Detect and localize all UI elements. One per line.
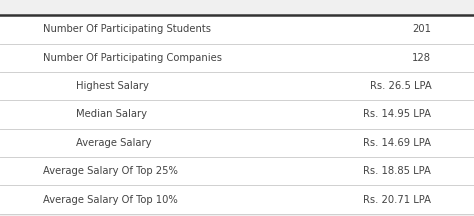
Bar xyxy=(0,43,474,72)
Text: Rs. 14.95 LPA: Rs. 14.95 LPA xyxy=(364,110,431,119)
Text: Number Of Participating Companies: Number Of Participating Companies xyxy=(43,53,222,63)
Text: Number Of Participating Students: Number Of Participating Students xyxy=(43,24,210,34)
Text: Average Salary Of Top 10%: Average Salary Of Top 10% xyxy=(43,195,177,205)
Text: Highest Salary: Highest Salary xyxy=(76,81,149,91)
Text: 128: 128 xyxy=(412,53,431,63)
Text: Median Salary: Median Salary xyxy=(76,110,147,119)
Bar xyxy=(0,129,474,157)
Text: Rs. 26.5 LPA: Rs. 26.5 LPA xyxy=(370,81,431,91)
Text: Rs. 20.71 LPA: Rs. 20.71 LPA xyxy=(364,195,431,205)
Text: 201: 201 xyxy=(412,24,431,34)
Bar xyxy=(0,15,474,43)
Text: Average Salary Of Top 25%: Average Salary Of Top 25% xyxy=(43,166,178,176)
Text: Rs. 18.85 LPA: Rs. 18.85 LPA xyxy=(364,166,431,176)
Bar xyxy=(0,157,474,186)
Bar xyxy=(0,186,474,214)
Text: Average Salary: Average Salary xyxy=(76,138,151,148)
Text: Rs. 14.69 LPA: Rs. 14.69 LPA xyxy=(364,138,431,148)
Bar xyxy=(0,100,474,129)
Bar xyxy=(0,72,474,100)
